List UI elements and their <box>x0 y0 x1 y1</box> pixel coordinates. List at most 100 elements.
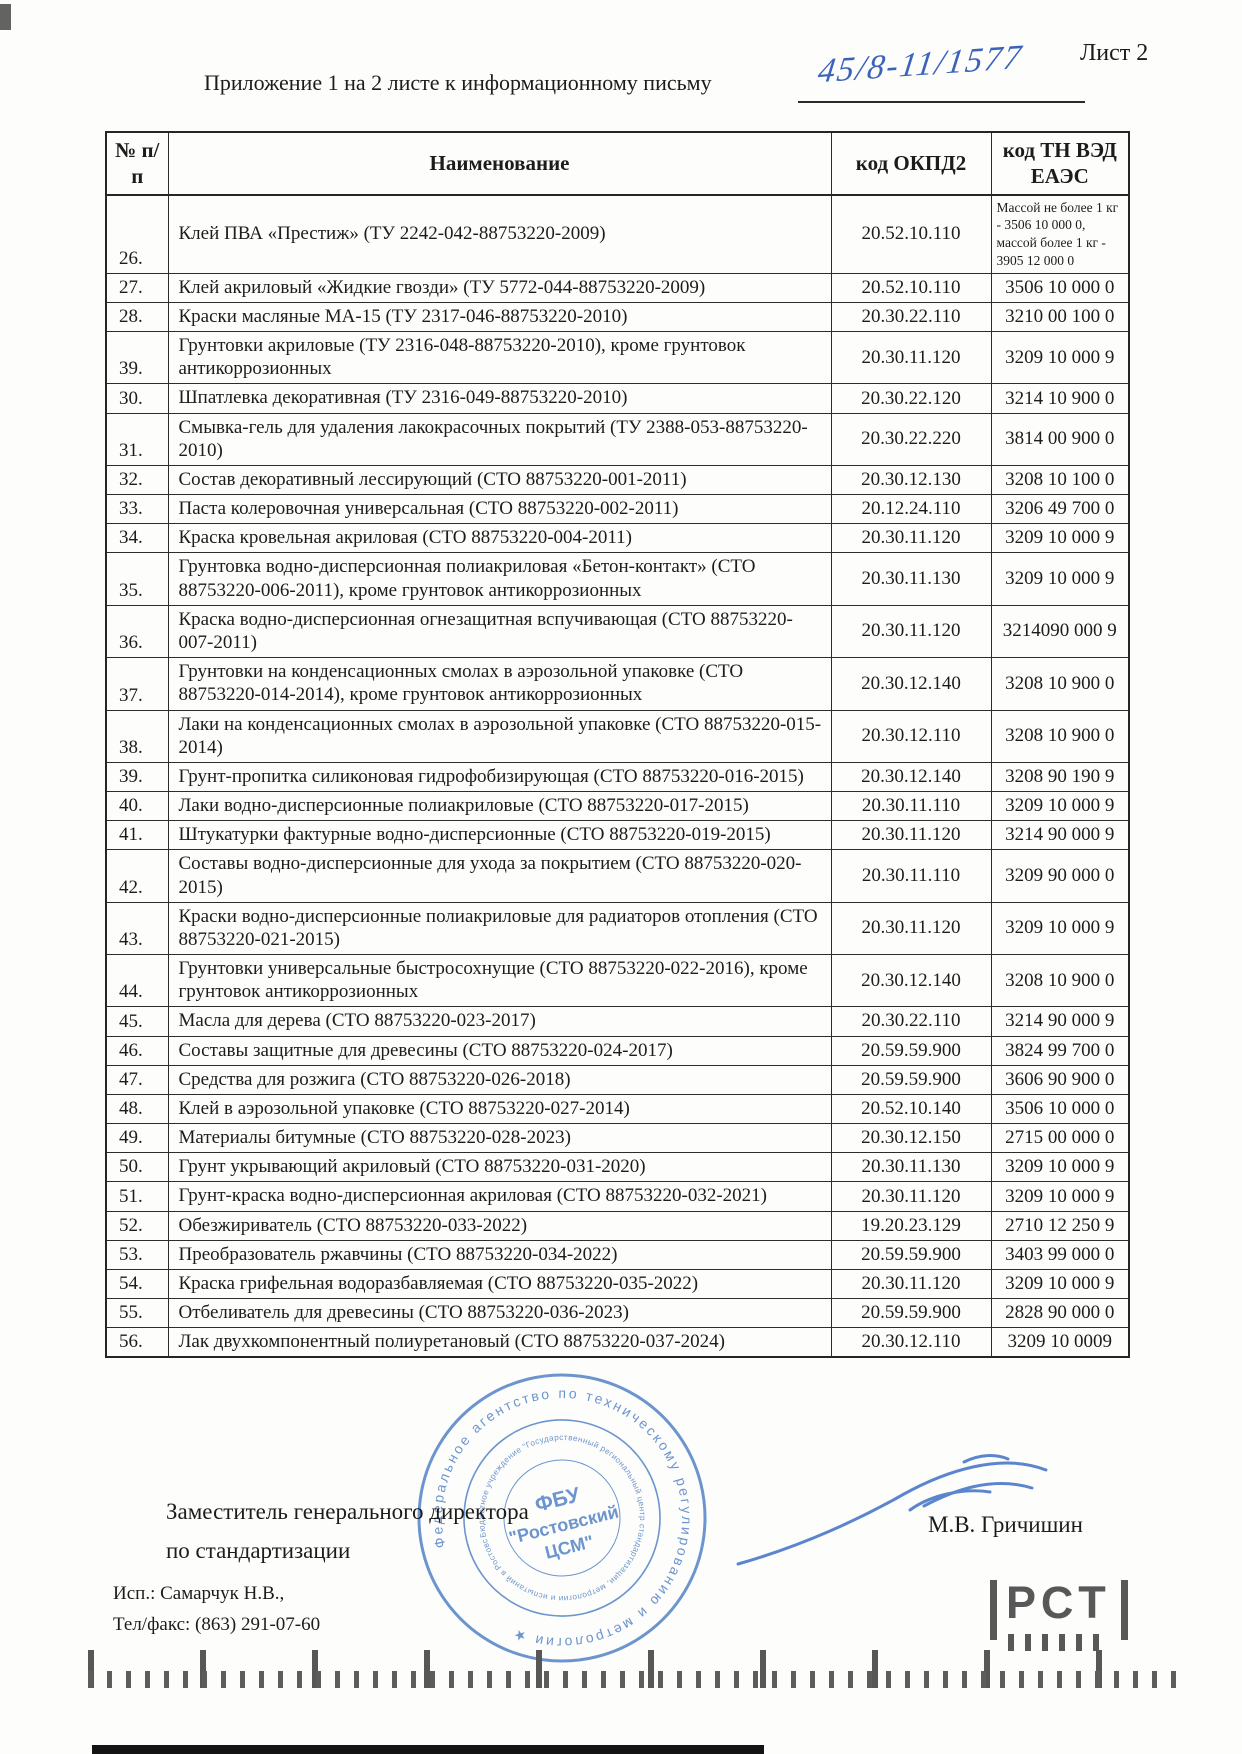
product-name-cell: Грунтовка водно-дисперсионная полиакрило… <box>167 552 832 606</box>
okpd2-cell: 20.30.12.140 <box>830 657 992 711</box>
row-number: 26. <box>105 194 169 274</box>
table-row: 43. Краски водно-дисперсионные полиакрило… <box>105 901 1130 956</box>
signer-title-line2: по стандартизации <box>166 1538 351 1564</box>
tnved-cell: 3206 49 700 0 <box>990 494 1130 525</box>
product-name-cell: Преобразователь ржавчины (СТО 88753220-0… <box>167 1239 832 1270</box>
rst-logo: РСТ <box>990 1580 1128 1640</box>
product-name-cell: Средства для розжига (СТО 88753220-026-2… <box>167 1064 832 1095</box>
row-number: 40. <box>105 791 169 822</box>
okpd2-cell: 20.59.59.900 <box>830 1064 992 1095</box>
okpd2-cell: 20.59.59.900 <box>830 1035 992 1066</box>
tnved-cell: 3208 10 900 0 <box>990 954 1130 1008</box>
product-name-cell: Материалы битумные (СТО 88753220-028-202… <box>167 1123 832 1154</box>
letter-number-underline <box>798 101 1085 103</box>
product-name-cell: Составы водно-дисперсионные для ухода за… <box>167 849 832 903</box>
product-name-cell: Клей акриловый «Жидкие гвозди» (ТУ 5772-… <box>167 272 832 303</box>
product-name-cell: Клей в аэрозольной упаковке (СТО 8875322… <box>167 1093 832 1125</box>
table-header-row: № п/п Наименование код ОКПД2 код ТН ВЭД … <box>105 131 1130 196</box>
table-row: 40. Лаки водно-дисперсионные полиакриловы… <box>105 791 1130 822</box>
tnved-cell: 3209 10 000 9 <box>990 1181 1130 1212</box>
product-name-cell: Грунт укрывающий акриловый (СТО 88753220… <box>167 1152 832 1183</box>
rst-logo-right-bar <box>1120 1580 1128 1640</box>
signer-title-line1: Заместитель генерального директора <box>166 1499 529 1524</box>
table-row: 55. Отбеливатель для древесины (СТО 88753… <box>105 1298 1130 1329</box>
row-number: 34. <box>105 523 169 554</box>
okpd2-cell: 20.30.12.140 <box>830 954 992 1008</box>
executor-block: Исп.: Самарчук Н.В., Тел/факс: (863) 291… <box>113 1578 320 1641</box>
table-row: 26. Клей ПВА «Престиж» (ТУ 2242-042-88753… <box>105 194 1130 274</box>
product-name-cell: Обезжириватель (СТО 88753220-033-2022) <box>167 1210 832 1241</box>
rst-logo-ticks <box>1008 1634 1100 1651</box>
product-name-cell: Шпатлевка декоративная (ТУ 2316-049-8875… <box>167 383 832 414</box>
row-number: 56. <box>105 1327 169 1358</box>
tnved-cell: 3209 10 000 9 <box>990 1268 1130 1300</box>
table-row: 52. Обезжириватель (СТО 88753220-033-2022… <box>105 1210 1130 1241</box>
table-row: 49. Материалы битумные (СТО 88753220-028-… <box>105 1123 1130 1154</box>
row-number: 37. <box>105 657 169 711</box>
okpd2-cell: 20.52.10.110 <box>830 194 992 274</box>
okpd2-cell: 20.30.11.120 <box>830 1181 992 1212</box>
tnved-cell: 3824 99 700 0 <box>990 1035 1130 1066</box>
product-name-cell: Грунт-краска водно-дисперсионная акрилов… <box>167 1181 832 1212</box>
product-name-cell: Лаки водно-дисперсионные полиакриловые (… <box>167 791 832 822</box>
row-number: 44. <box>105 954 169 1008</box>
row-number: 45. <box>105 1006 169 1037</box>
tnved-cell: Массой не более 1 кг - 3506 10 000 0, ма… <box>990 194 1130 274</box>
product-name-cell: Лак двухкомпонентный полиуретановый (СТО… <box>167 1327 832 1358</box>
table-row: 27. Клей акриловый «Жидкие гвозди» (ТУ 57… <box>105 272 1130 303</box>
okpd2-cell: 20.30.12.130 <box>830 464 992 496</box>
table-row: 48. Клей в аэрозольной упаковке (СТО 8875… <box>105 1093 1130 1125</box>
table-row: 45. Масла для дерева (СТО 88753220-023-20… <box>105 1006 1130 1037</box>
okpd2-cell: 20.30.22.110 <box>830 301 992 333</box>
row-number: 54. <box>105 1268 169 1300</box>
tnved-cell: 3209 10 000 9 <box>990 901 1130 956</box>
tnved-cell: 3403 99 000 0 <box>990 1239 1130 1270</box>
row-number: 49. <box>105 1123 169 1154</box>
tnved-cell: 3209 90 000 0 <box>990 849 1130 903</box>
tnved-cell: 3506 10 000 0 <box>990 1093 1130 1125</box>
product-name-cell: Отбеливатель для древесины (СТО 88753220… <box>167 1298 832 1329</box>
product-name-cell: Масла для дерева (СТО 88753220-023-2017) <box>167 1006 832 1037</box>
column-header-tnved: код ТН ВЭД ЕАЭС <box>990 131 1130 196</box>
tnved-cell: 3208 90 190 9 <box>990 761 1130 793</box>
okpd2-cell: 20.30.22.220 <box>830 412 992 466</box>
table-row: 50. Грунт укрывающий акриловый (СТО 88753… <box>105 1152 1130 1183</box>
tnved-cell: 3208 10 900 0 <box>990 657 1130 711</box>
row-number: 39. <box>105 331 169 385</box>
tnved-cell: 3208 10 100 0 <box>990 464 1130 496</box>
row-number: 43. <box>105 901 169 956</box>
tnved-cell: 3208 10 900 0 <box>990 709 1130 763</box>
okpd2-cell: 20.52.10.110 <box>830 272 992 303</box>
products-table: № п/п Наименование код ОКПД2 код ТН ВЭД … <box>105 131 1130 1359</box>
round-stamp-icon: Федеральное агентство по техническому ре… <box>412 1368 712 1668</box>
row-number: 36. <box>105 604 169 659</box>
product-name-cell: Составы защитные для древесины (СТО 8875… <box>167 1035 832 1066</box>
okpd2-cell: 20.30.11.120 <box>830 604 992 659</box>
tnved-cell: 3209 10 000 9 <box>990 331 1130 385</box>
row-number: 55. <box>105 1298 169 1329</box>
product-name-cell: Грунтовки акриловые (ТУ 2316-048-8875322… <box>167 331 832 385</box>
table-row: 32. Состав декоративный лессирующий (СТО … <box>105 464 1130 496</box>
tnved-cell: 3210 00 100 0 <box>990 301 1130 333</box>
table-row: 34. Краска кровельная акриловая (СТО 8875… <box>105 523 1130 554</box>
product-name-cell: Грунт-пропитка силиконовая гидрофобизиру… <box>167 761 832 793</box>
tnved-cell: 3209 10 000 9 <box>990 791 1130 822</box>
table-row: 37. Грунтовки на конденсационных смолах в… <box>105 657 1130 711</box>
signer-name: М.В. Гричишин <box>928 1512 1083 1537</box>
okpd2-cell: 19.20.23.129 <box>830 1210 992 1241</box>
table-row: 31. Смывка-гель для удаления лакокрасочны… <box>105 412 1130 466</box>
table-row: 41. Штукатурки фактурные водно-дисперсион… <box>105 820 1130 851</box>
okpd2-cell: 20.30.11.130 <box>830 1152 992 1183</box>
column-header-okpd2: код ОКПД2 <box>830 131 992 196</box>
row-number: 51. <box>105 1181 169 1212</box>
row-number: 38. <box>105 709 169 763</box>
table-row: 54. Краска грифельная водоразбавляемая (С… <box>105 1268 1130 1300</box>
tnved-cell: 3606 90 900 0 <box>990 1064 1130 1095</box>
okpd2-cell: 20.30.11.120 <box>830 331 992 385</box>
tnved-cell: 3209 10 000 9 <box>990 523 1130 554</box>
executor-phone: Тел/факс: (863) 291-07-60 <box>113 1614 321 1636</box>
product-name-cell: Смывка-гель для удаления лакокрасочных п… <box>167 412 832 466</box>
tnved-cell: 3209 10 0009 <box>990 1327 1130 1358</box>
row-number: 46. <box>105 1035 169 1066</box>
